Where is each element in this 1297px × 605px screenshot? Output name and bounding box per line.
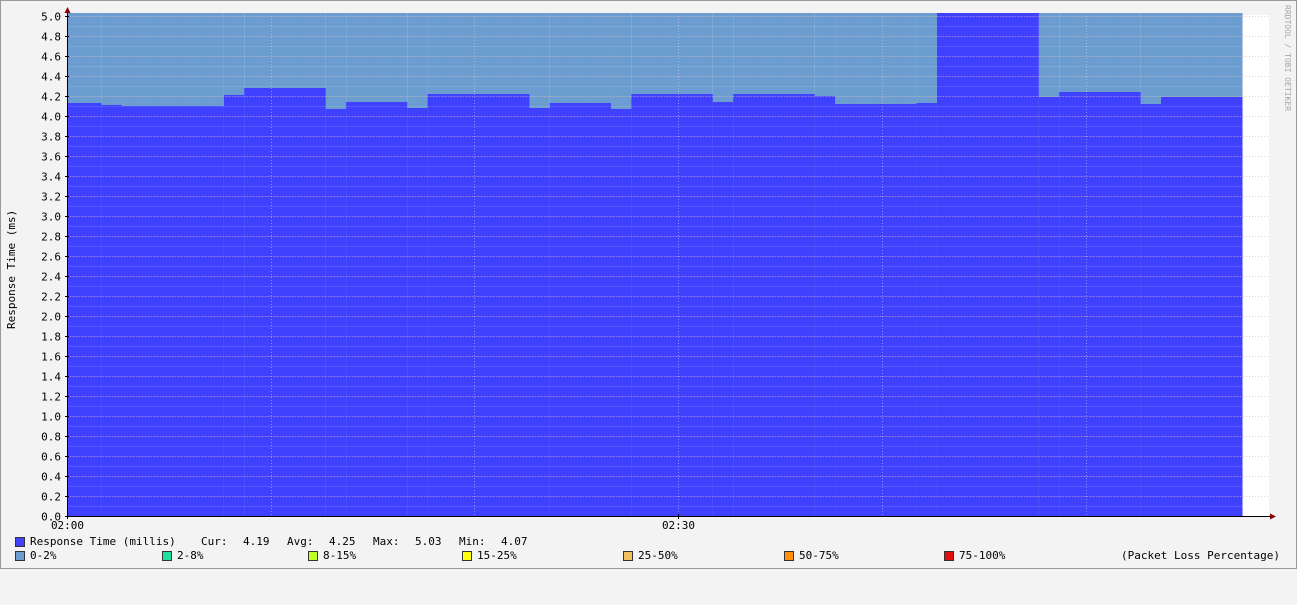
legend-swatch-loss-25-50	[623, 551, 633, 561]
x-axis-arrow	[1270, 513, 1276, 520]
y-tick-label: 0.6	[41, 451, 61, 464]
legend-swatch-loss-8-15	[308, 551, 318, 561]
chart-canvas: 0.0 0.2 0.4 0.6 0.8 1.0 1.2 1.4 1.6 1.8 2.0 2.2 2.4 2…	[41, 7, 1276, 532]
y-tick-label: 4.8	[41, 31, 61, 44]
response-time-bar-16	[835, 104, 917, 516]
legend-label-loss-25-50: 25-50%	[638, 549, 678, 562]
rrdtool-watermark: RRDTOOL / TOBI OETIKER	[1283, 5, 1292, 111]
y-tick-label: 1.4	[41, 371, 61, 384]
legend-avg-value: 4.25	[329, 535, 356, 548]
legend-min-label: Min:	[459, 535, 486, 548]
y-tick-label: 1.8	[41, 331, 61, 344]
y-tick-label: 0.2	[41, 491, 61, 504]
y-tick-label: 2.2	[41, 291, 61, 304]
legend-swatch-loss-15-25	[462, 551, 472, 561]
legend-max-label: Max:	[373, 535, 400, 548]
y-tick-label: 4.2	[41, 91, 61, 104]
legend-swatch-loss-0-2	[15, 551, 25, 561]
response-time-bar-6	[346, 102, 408, 516]
y-tick-label: 0.8	[41, 431, 61, 444]
legend-swatch-loss-50-75	[784, 551, 794, 561]
y-tick-label: 2.0	[41, 311, 61, 324]
legend-item-loss-75-100: 75-100%	[944, 549, 1005, 605]
y-tick-label: 3.2	[41, 191, 61, 204]
y-tick-label: 1.2	[41, 391, 61, 404]
response-time-bar-12	[631, 94, 713, 516]
response-time-bar-4	[244, 88, 326, 516]
y-tick-label: 4.4	[41, 71, 61, 84]
y-tick-label: 4.0	[41, 111, 61, 124]
legend-item-response-time: Response Time (millis)	[15, 535, 176, 591]
y-tick-label: 5.0	[41, 11, 61, 24]
x-tick-label: 02:00	[51, 519, 84, 532]
legend-item-loss-50-75: 50-75%	[784, 549, 839, 605]
response-time-bar-21	[1140, 104, 1162, 516]
response-time-bar-19	[1038, 97, 1060, 516]
y-tick-label: 3.8	[41, 131, 61, 144]
response-time-bar-15	[814, 96, 836, 516]
response-time-bar-7	[407, 108, 428, 516]
response-time-bar-22	[1161, 97, 1243, 516]
legend-swatch-response-time	[15, 537, 25, 547]
legend-label-response-time: Response Time (millis)	[30, 535, 176, 548]
response-time-bar-18	[936, 13, 1039, 516]
legend-cur-label: Cur:	[201, 535, 228, 548]
x-tick-label: 02:30	[662, 519, 695, 532]
y-tick-label: 2.8	[41, 231, 61, 244]
legend-min-value: 4.07	[501, 535, 528, 548]
response-time-bar-13	[712, 102, 734, 516]
y-tick-label: 1.6	[41, 351, 61, 364]
y-tick-label: 3.6	[41, 151, 61, 164]
response-time-bar-0	[67, 103, 102, 516]
y-tick-label: 0.0	[41, 511, 61, 524]
legend-swatch-loss-75-100	[944, 551, 954, 561]
y-tick-label: 4.6	[41, 51, 61, 64]
y-tick-label: 3.4	[41, 171, 61, 184]
y-tick-label: 3.0	[41, 211, 61, 224]
response-time-bar-8	[427, 94, 530, 516]
legend-avg-label: Avg:	[287, 535, 314, 548]
response-time-bar-17	[916, 103, 937, 516]
legend-item-loss-2-8: 2-8%	[162, 549, 204, 605]
response-time-bar-14	[733, 94, 815, 516]
response-time-bar-9	[529, 108, 550, 516]
legend-item-loss-25-50: 25-50%	[623, 549, 678, 605]
response-time-bar-5	[325, 109, 347, 516]
response-time-bar-3	[223, 95, 245, 516]
legend-label-loss-75-100: 75-100%	[959, 549, 1006, 562]
y-tick-label: 0.4	[41, 471, 61, 484]
legend-label-loss-15-25: 15-25%	[477, 549, 517, 562]
packet-loss-legend-title: (Packet Loss Percentage)	[1121, 549, 1280, 562]
graph-frame: 0.0 0.2 0.4 0.6 0.8 1.0 1.2 1.4 1.6 1.8 2.0 2.2 2.4 2…	[0, 0, 1297, 569]
legend-label-loss-2-8: 2-8%	[177, 549, 204, 562]
response-time-bar-2	[122, 106, 224, 516]
response-time-bar-11	[610, 109, 632, 516]
legend-item-loss-0-2: 0-2%	[15, 549, 57, 605]
legend-label-loss-50-75: 50-75%	[799, 549, 839, 562]
legend-max-value: 5.03	[415, 535, 442, 548]
y-tick-label: 2.6	[41, 251, 61, 264]
legend-label-loss-0-2: 0-2%	[30, 549, 57, 562]
y-tick-label: 1.0	[41, 411, 61, 424]
y-tick-label: 2.4	[41, 271, 61, 284]
legend-label-loss-8-15: 8-15%	[323, 549, 357, 562]
legend-cur-value: 4.19	[243, 535, 270, 548]
response-time-bar-20	[1059, 92, 1141, 516]
y-axis-label: Response Time (ms)	[5, 209, 18, 329]
y-axis-arrow	[64, 7, 71, 13]
legend-item-loss-15-25: 15-25%	[462, 549, 517, 605]
legend-swatch-loss-2-8	[162, 551, 172, 561]
response-time-bar-10	[549, 103, 611, 516]
response-time-bar-1	[101, 105, 123, 516]
legend-item-loss-8-15: 8-15%	[308, 549, 356, 605]
